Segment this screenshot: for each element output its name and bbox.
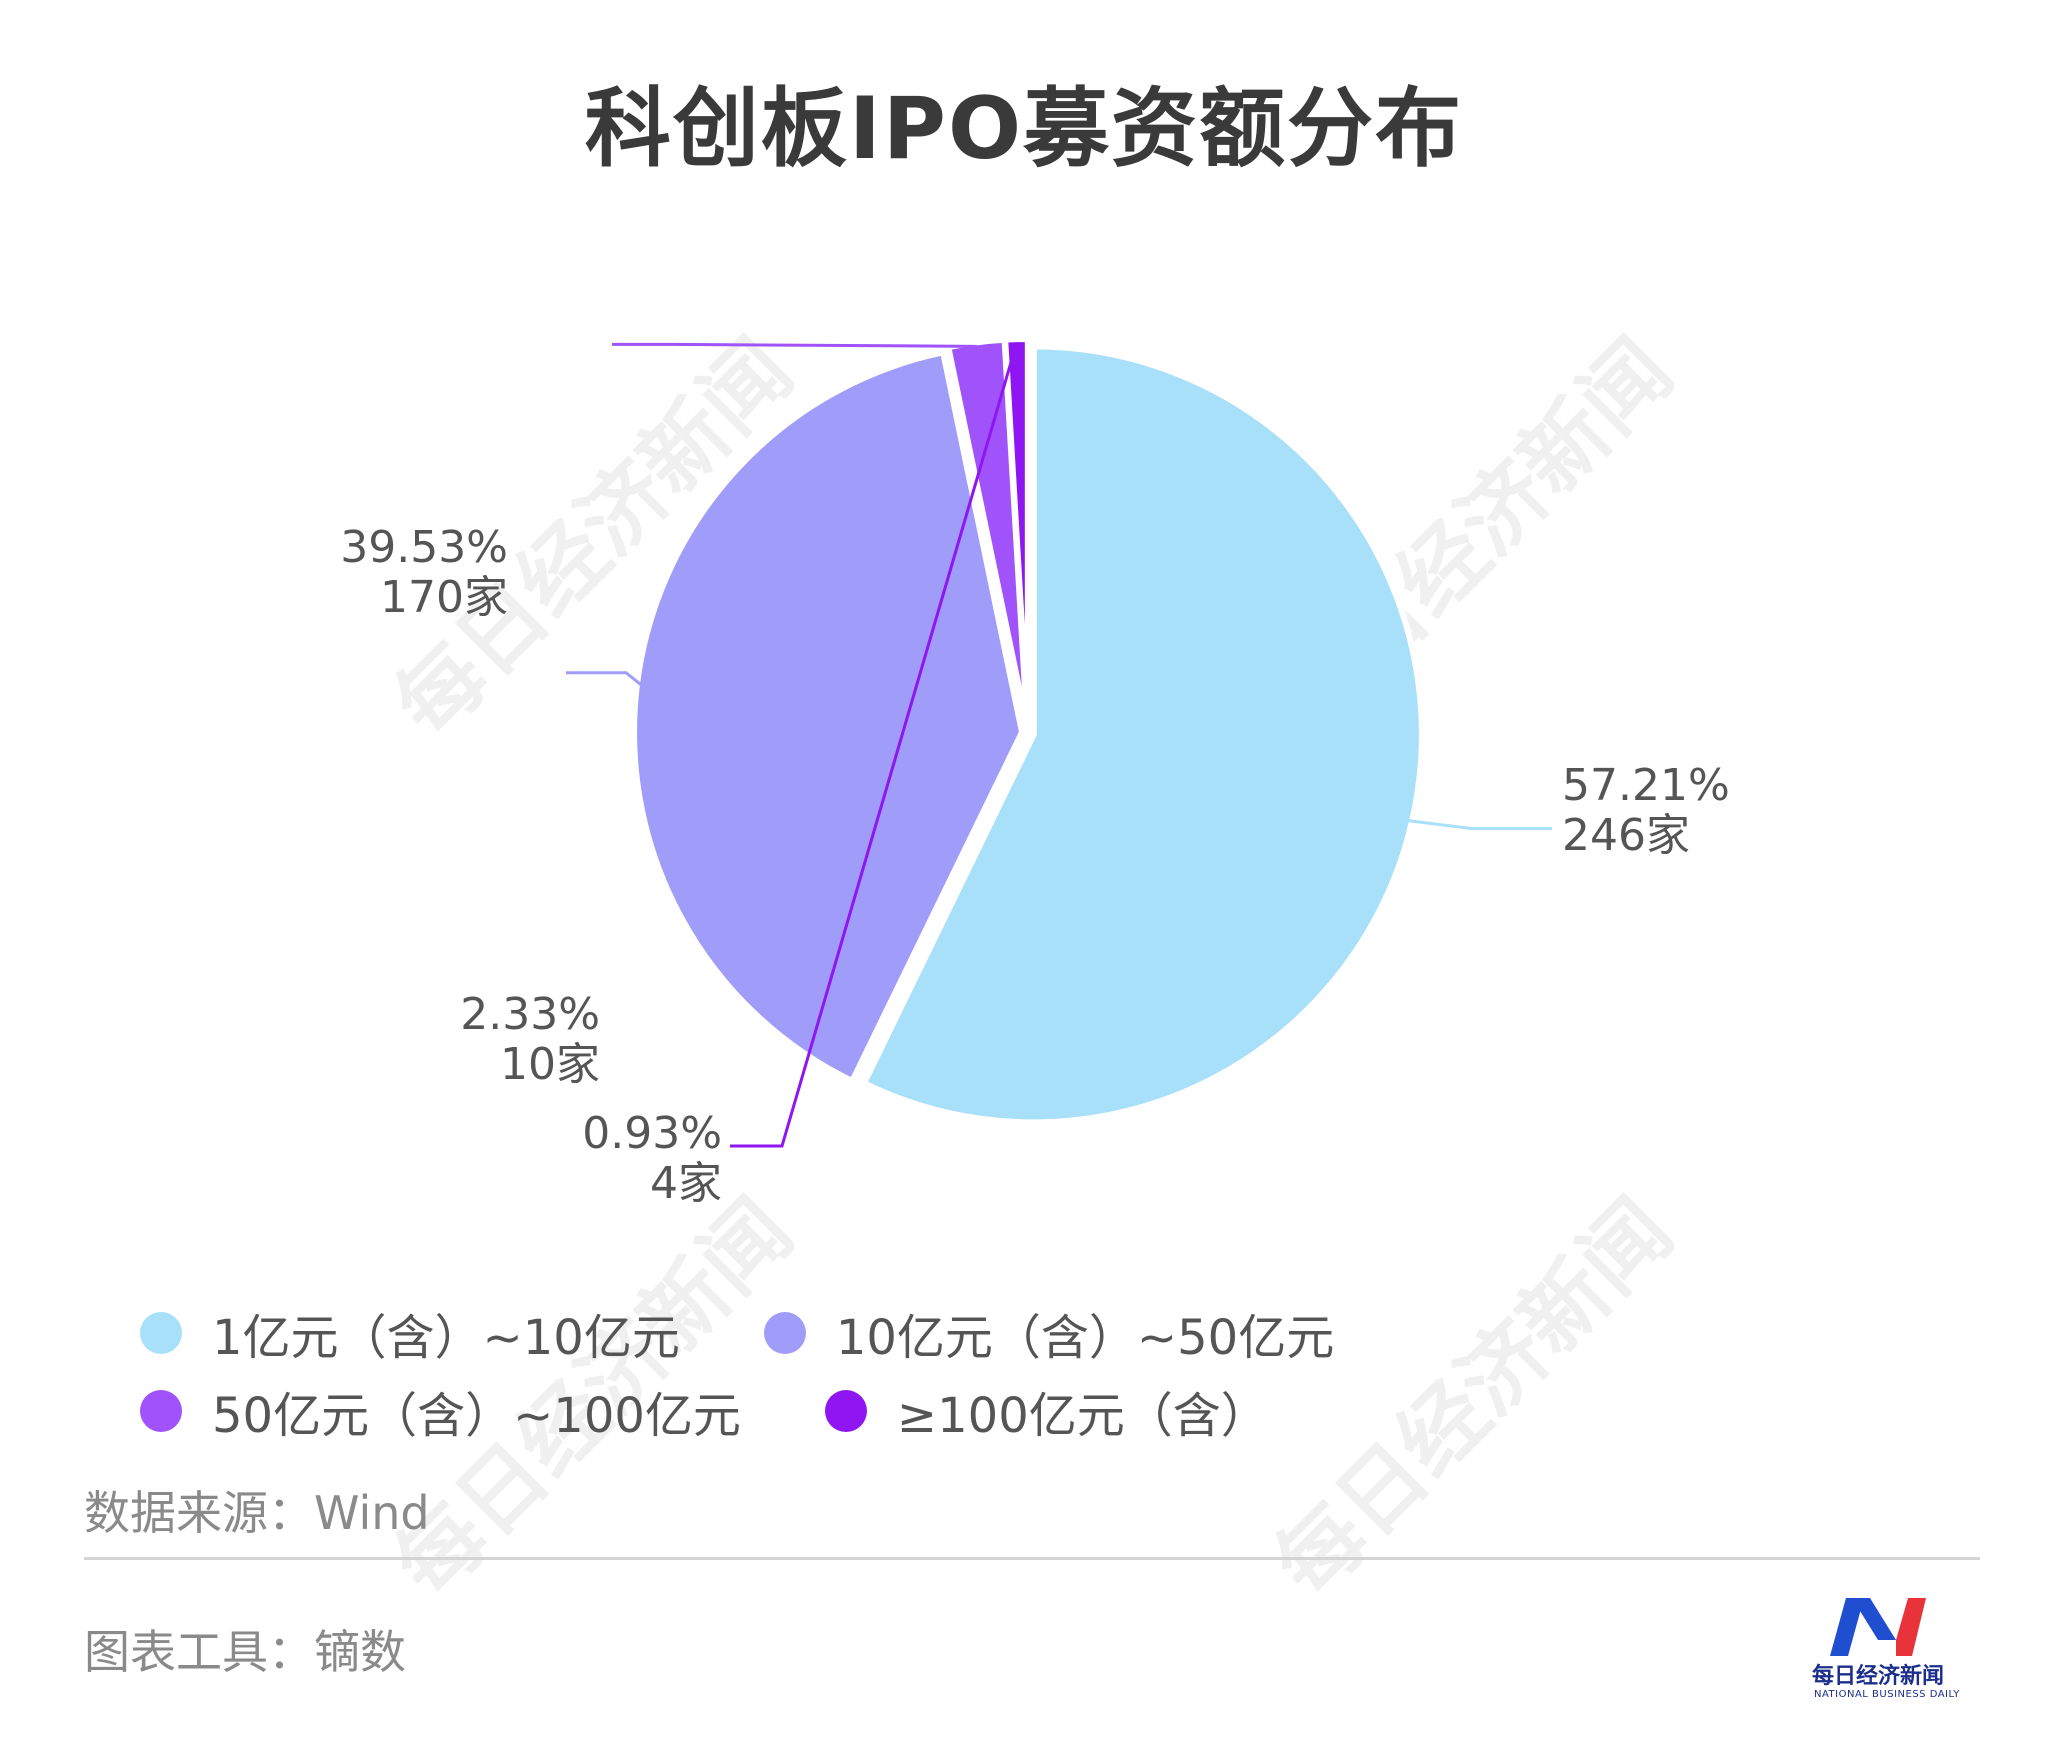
slice-percent-label: 39.53% xyxy=(340,522,508,573)
legend-swatch xyxy=(140,1390,182,1432)
legend-swatch xyxy=(824,1390,867,1432)
legend-item: 50亿元（含）~100亿元 xyxy=(140,1383,741,1444)
slice-percent-label: 57.21% xyxy=(1562,760,1730,811)
leader-line xyxy=(612,342,977,348)
pie-slice xyxy=(631,349,1026,1085)
brand-name-cn: 每日经济新闻 xyxy=(1812,1663,1945,1689)
legend-label: 50亿元（含）~100亿元 xyxy=(212,1388,741,1444)
chart-tool-credit: 图表工具：镝数 xyxy=(84,1625,406,1679)
data-source: 数据来源：Wind xyxy=(84,1486,430,1540)
leader-line xyxy=(566,671,642,686)
legend-swatch xyxy=(140,1312,182,1354)
divider xyxy=(84,1557,1980,1560)
slice-count-label: 4家 xyxy=(650,1158,722,1209)
slice-percent-label: 2.33% xyxy=(460,989,600,1040)
leader-line xyxy=(730,342,1019,1148)
slice-percent-label: 0.93% xyxy=(582,1108,722,1159)
slice-count-label: 10家 xyxy=(500,1039,600,1090)
legend-label: ≥100亿元（含） xyxy=(896,1388,1269,1444)
pie-slice xyxy=(1002,336,1031,731)
legend-label: 10亿元（含）~50亿元 xyxy=(835,1310,1335,1366)
chart-title: 科创板IPO募资额分布 xyxy=(584,79,1464,179)
legend-item: 1亿元（含）~10亿元 xyxy=(140,1305,680,1366)
legend: 1亿元（含）~10亿元 10亿元（含）~50亿元 50亿元（含）~100亿元 ≥… xyxy=(140,1305,1940,1444)
legend-item: 10亿元（含）~50亿元 xyxy=(763,1305,1334,1366)
legend-swatch xyxy=(763,1312,806,1354)
slice-count-label: 170家 xyxy=(380,572,508,623)
slice-count-label: 246家 xyxy=(1562,810,1690,861)
leader-line xyxy=(1407,819,1552,831)
brand-logo-icon xyxy=(1830,1598,1926,1656)
legend-item: ≥100亿元（含） xyxy=(824,1383,1269,1444)
brand-name-en: NATIONAL BUSINESS DAILY xyxy=(1814,1689,1960,1700)
legend-label: 1亿元（含）~10亿元 xyxy=(212,1310,680,1366)
